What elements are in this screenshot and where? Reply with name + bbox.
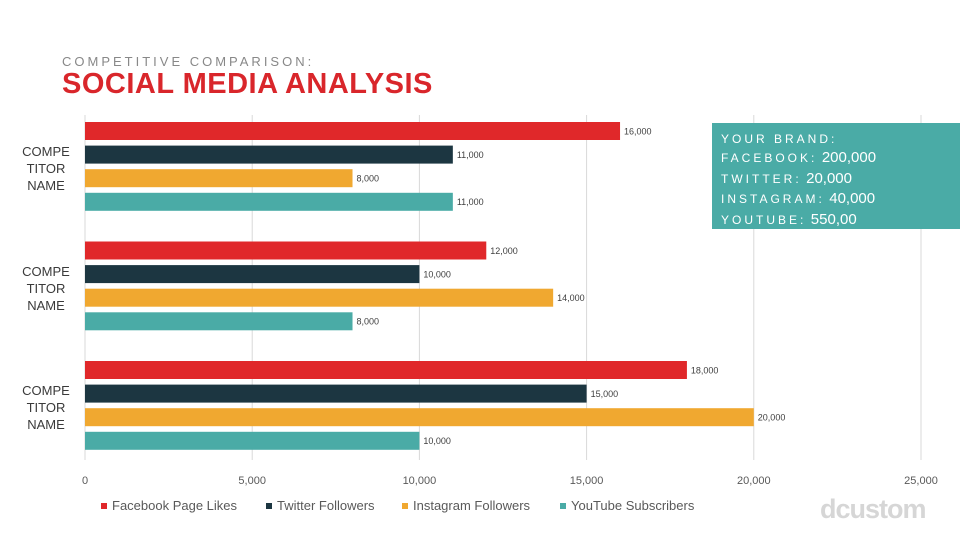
category-label: COMPE TITOR NAME (22, 144, 70, 193)
bar (85, 361, 687, 379)
bar (85, 288, 554, 307)
bar (85, 241, 487, 260)
legend-label: YouTube Subscribers (571, 498, 695, 513)
x-tick-label: 15,000 (570, 475, 604, 487)
bar (85, 408, 754, 427)
legend-swatch (266, 503, 272, 509)
logo: dcustom (820, 494, 927, 524)
bar (85, 384, 587, 403)
x-tick-label: 0 (82, 475, 88, 487)
legend-label: Twitter Followers (277, 498, 375, 513)
brand-value: 200,000 (821, 149, 877, 166)
bar (85, 431, 420, 450)
brand-row: INSTAGRAM: 40,000 (721, 189, 960, 210)
brand-row: TWITTER: 20,000 (721, 169, 960, 190)
x-tick-label: 10,000 (403, 475, 437, 487)
brand-key: YOUTUBE: (721, 212, 807, 227)
legend-label: Instagram Followers (413, 498, 531, 513)
subtitle: COMPETITIVE COMPARISON: (62, 54, 315, 69)
value-label: 16,000 (624, 126, 652, 136)
brand-value: 550,00 (810, 210, 857, 228)
x-tick-label: 20,000 (737, 475, 771, 487)
x-tick-label: 25,000 (904, 475, 938, 487)
value-label: 11,000 (457, 150, 484, 160)
brand-box: YOUR BRAND: FACEBOOK: 200,000 TWITTER: 20… (712, 123, 960, 229)
bar (85, 122, 621, 140)
value-label: 18,000 (691, 365, 719, 375)
legend-label: Facebook Page Likes (112, 498, 238, 513)
value-label: 12,000 (490, 246, 518, 256)
bar (85, 192, 453, 211)
brand-key: TWITTER: (721, 171, 802, 186)
value-label: 15,000 (591, 389, 619, 399)
brand-row: FACEBOOK: 200,000 (721, 148, 960, 169)
bar (85, 145, 453, 164)
brand-row: YOUTUBE: 550,00 (721, 210, 960, 231)
legend-swatch (560, 503, 566, 509)
bar (85, 169, 353, 188)
bar (85, 265, 420, 284)
brand-value: 40,000 (829, 190, 876, 207)
category-label: COMPE TITOR NAME (22, 383, 70, 432)
value-label: 8,000 (357, 174, 380, 184)
brand-value: 20,000 (806, 169, 852, 187)
value-label: 11,000 (457, 197, 484, 207)
value-label: 20,000 (758, 413, 786, 423)
value-label: 10,000 (423, 269, 451, 279)
category-label: COMPE TITOR NAME (22, 263, 70, 313)
brand-key: FACEBOOK: (721, 151, 818, 165)
bar (85, 312, 353, 331)
legend-swatch (101, 503, 107, 509)
x-tick-label: 5,000 (238, 475, 266, 487)
brand-key: INSTAGRAM: (721, 192, 825, 206)
value-label: 14,000 (557, 293, 585, 303)
value-label: 10,000 (423, 436, 451, 446)
value-label: 8,000 (357, 317, 380, 327)
legend-swatch (402, 503, 408, 509)
title: SOCIAL MEDIA ANALYSIS (62, 68, 433, 100)
brand-title: YOUR BRAND: (721, 132, 838, 146)
